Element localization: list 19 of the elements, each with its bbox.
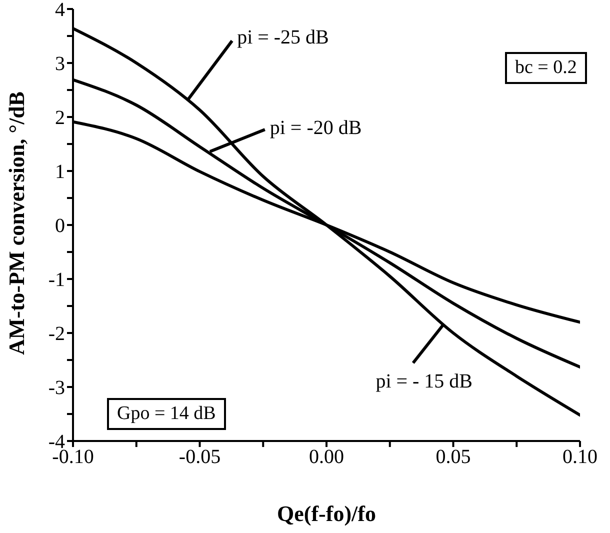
y-tick-label: 0 [55, 215, 65, 238]
x-tick-label: -0.05 [178, 446, 221, 468]
y-tick-label: -1 [48, 269, 65, 292]
y-tick-label: -3 [48, 377, 65, 400]
x-axis-title: Qe(f-fo)/fo [277, 501, 376, 526]
y-tick-label: 1 [55, 161, 65, 184]
y-tick-label: -2 [48, 323, 65, 346]
y-tick-label: 4 [55, 0, 65, 22]
x-tick-label: 0.00 [309, 446, 344, 468]
y-tick-label: 2 [55, 107, 65, 130]
x-tick-label: 0.05 [436, 446, 471, 468]
y-axis-title: AM-to-PM conversion, °/dB [4, 91, 29, 355]
annotation: pi = -25 dB [237, 26, 329, 48]
annotation: pi = -20 dB [270, 117, 362, 140]
annotation: Gpo = 14 dB [107, 398, 226, 430]
y-tick-label: 3 [55, 53, 65, 76]
x-tick-label: 0.10 [562, 446, 598, 468]
annotation: bc = 0.2 [505, 52, 587, 84]
annotation: pi = - 15 dB [376, 370, 473, 392]
